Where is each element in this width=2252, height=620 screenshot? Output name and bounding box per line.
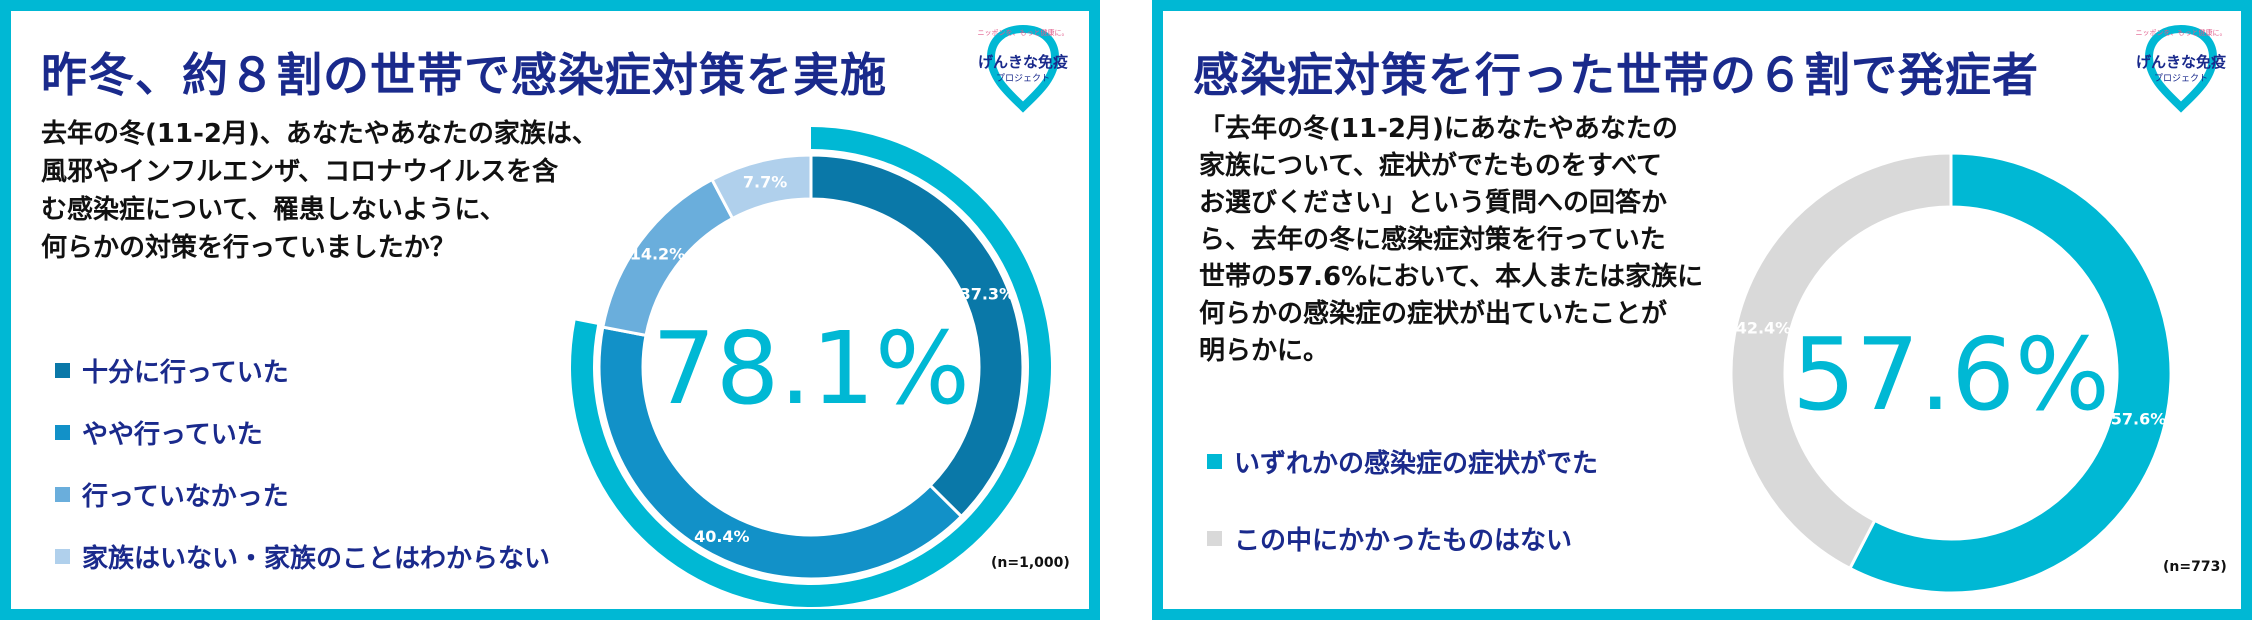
panel-household-measures: 昨冬、約８割の世帯で感染症対策を実施 去年の冬(11-2月)、あなたやあなたの家…	[0, 0, 1100, 620]
legend-label: 家族はいない・家族のことはわからない	[82, 543, 551, 574]
donut-slice	[709, 153, 813, 221]
legend-item: この中にかかったものはない	[1207, 500, 1598, 577]
legend-label: 十分に行っていた	[82, 357, 289, 388]
legend-item: いずれかの感染症の症状がでた	[1207, 423, 1598, 500]
donut-center-label: 57.6%	[1792, 316, 2110, 433]
legend-swatch	[55, 548, 70, 564]
legend-swatch	[55, 424, 70, 440]
donut-chart-symptoms: 57.6%42.4% 57.6%	[1729, 151, 2173, 595]
legend-item: 家族はいない・家族のことはわからない	[55, 525, 550, 587]
slice-value-label: 57.6%	[2111, 410, 2167, 429]
slice-value-label: 7.7%	[743, 173, 787, 192]
legend-label: この中にかかったものはない	[1234, 526, 1573, 556]
donut-slice	[1847, 151, 2173, 595]
genki-menneki-logo: ニッポンを、もっと健康に。 げんきな免疫 プロジェクト	[978, 24, 1069, 113]
legend-item: やや行っていた	[55, 401, 550, 463]
legend-swatch	[1207, 454, 1222, 469]
legend-label: やや行っていた	[82, 419, 263, 450]
logo-name: げんきな免疫	[978, 53, 1068, 71]
survey-question: 去年の冬(11-2月)、あなたやあなたの家族は、 風邪やインフルエンザ、コロナウ…	[41, 119, 598, 263]
legend-label: 行っていなかった	[82, 481, 289, 512]
legend-swatch	[55, 486, 70, 502]
logo-subtitle: プロジェクト	[2154, 73, 2208, 84]
legend-item: 行っていなかった	[55, 463, 550, 525]
legend-swatch	[55, 362, 70, 378]
logo-name: げんきな免疫	[2136, 53, 2226, 71]
legend-swatch	[1207, 531, 1222, 546]
chart-legend: 十分に行っていた やや行っていた 行っていなかった 家族はいない・家族のことはわ…	[55, 339, 550, 587]
page-title: 感染症対策を行った世帯の６割で発症者	[1193, 48, 2039, 102]
slice-value-label: 14.2%	[630, 244, 686, 263]
sample-size-label: (n=773)	[2163, 559, 2227, 575]
survey-question: 「去年の冬(11-2月)にあなたやあなたの 家族について、症状がでたものをすべて…	[1199, 114, 1704, 366]
slice-value-label: 42.4%	[1736, 318, 1792, 337]
logo-subtitle: プロジェクト	[996, 73, 1050, 84]
legend-label: いずれかの感染症の症状がでた	[1234, 449, 1599, 479]
page-title: 昨冬、約８割の世帯で感染症対策を実施	[41, 48, 887, 102]
donut-slice	[809, 153, 1025, 519]
donut-slice	[597, 325, 964, 581]
slice-value-label: 37.3%	[960, 285, 1016, 304]
logo-tagline: ニッポンを、もっと健康に。	[2136, 28, 2227, 37]
sample-size-label: (n=1,000)	[991, 555, 1070, 571]
chart-legend: いずれかの感染症の症状がでた この中にかかったものはない	[1207, 423, 1598, 577]
legend-item: 十分に行っていた	[55, 339, 550, 401]
slice-value-label: 40.4%	[694, 527, 750, 546]
logo-tagline: ニッポンを、もっと健康に。	[978, 28, 1069, 37]
panel-symptom-onset: 感染症対策を行った世帯の６割で発症者 「去年の冬(11-2月)にあなたやあなたの…	[1152, 0, 2252, 620]
genki-menneki-logo: ニッポンを、もっと健康に。 げんきな免疫 プロジェクト	[2136, 24, 2227, 113]
donut-slice	[1729, 151, 1953, 571]
donut-chart-measures: 37.3% 40.4% 14.2% 7.7% 78.1%	[571, 127, 1051, 607]
donut-center-label: 78.1%	[652, 310, 970, 427]
